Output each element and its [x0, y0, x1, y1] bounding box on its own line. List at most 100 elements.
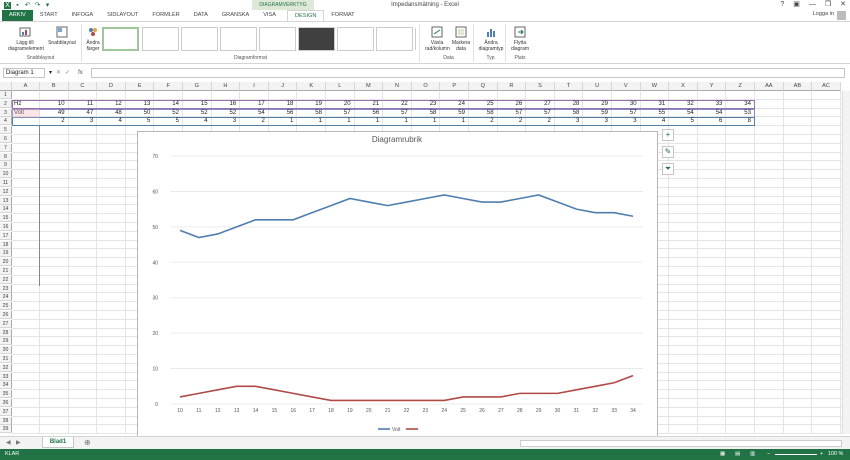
- row-header[interactable]: 17: [0, 231, 12, 240]
- cell-row4[interactable]: 1: [404, 118, 408, 125]
- add-chart-element-button[interactable]: Lägg till diagramelement: [8, 26, 44, 52]
- row-header[interactable]: 16: [0, 223, 12, 231]
- column-header[interactable]: A: [12, 82, 40, 91]
- cell-hz[interactable]: 13: [143, 100, 151, 107]
- avatar[interactable]: [837, 11, 846, 20]
- redo-icon[interactable]: ↷: [34, 1, 41, 9]
- cell-volt[interactable]: 54: [715, 109, 723, 116]
- page-break-view-icon[interactable]: ▥: [750, 451, 756, 457]
- row-header[interactable]: 22: [0, 275, 12, 284]
- column-header[interactable]: S: [526, 82, 555, 91]
- row-header[interactable]: 31: [0, 355, 12, 363]
- column-header[interactable]: C: [68, 82, 98, 91]
- chart-styles-button[interactable]: ✎: [662, 146, 674, 158]
- row-header[interactable]: 39: [0, 425, 12, 434]
- cell-hz[interactable]: 18: [286, 100, 294, 107]
- cell-volt[interactable]: 48: [115, 109, 122, 116]
- column-header[interactable]: AC: [812, 82, 841, 91]
- row-header[interactable]: 26: [0, 311, 12, 319]
- move-chart-button[interactable]: Flytta diagram: [508, 26, 532, 52]
- row-header[interactable]: 30: [0, 346, 12, 355]
- cell-hz[interactable]: 12: [115, 100, 122, 107]
- cell-row4[interactable]: 1: [433, 118, 437, 125]
- window-control-2[interactable]: —: [808, 1, 816, 8]
- row-header[interactable]: 38: [0, 416, 12, 425]
- cell-hz[interactable]: 33: [715, 100, 723, 107]
- cell-hz[interactable]: 16: [229, 100, 237, 107]
- column-header[interactable]: Q: [469, 82, 498, 91]
- cell-hz[interactable]: 24: [458, 100, 465, 107]
- row-header[interactable]: 28: [0, 328, 12, 337]
- row-header[interactable]: 2: [0, 99, 12, 108]
- tab-sidlayout[interactable]: SIDLAYOUT: [107, 12, 139, 18]
- row-header[interactable]: 15: [0, 214, 12, 223]
- cell-row4[interactable]: 4: [204, 118, 208, 125]
- select-all-corner[interactable]: [0, 82, 12, 91]
- name-box[interactable]: Diagram 1: [3, 67, 45, 78]
- cell-volt[interactable]: 57: [544, 109, 551, 116]
- next-sheet-icon[interactable]: ▶: [16, 440, 21, 446]
- cell-volt[interactable]: 56: [286, 109, 294, 116]
- row-header[interactable]: 4: [0, 117, 12, 126]
- zoom-out-icon[interactable]: −: [767, 451, 771, 457]
- cell-hz[interactable]: 20: [343, 100, 351, 107]
- column-header[interactable]: B: [40, 82, 69, 91]
- row-header[interactable]: 29: [0, 337, 12, 346]
- cell-volt[interactable]: 58: [572, 109, 580, 116]
- cell-hz[interactable]: 14: [172, 100, 179, 107]
- cell-hz[interactable]: 30: [629, 100, 637, 107]
- column-header[interactable]: U: [583, 82, 612, 91]
- row-header[interactable]: 32: [0, 363, 12, 372]
- cell-volt[interactable]: 57: [343, 109, 351, 116]
- cell-volt[interactable]: 57: [515, 109, 523, 116]
- tab-infoga[interactable]: INFOGA: [71, 12, 94, 18]
- cell-hz[interactable]: 23: [429, 100, 437, 107]
- cell-row4[interactable]: 4: [661, 118, 666, 125]
- row-header[interactable]: 6: [0, 135, 12, 143]
- cell-row4[interactable]: 1: [290, 118, 294, 125]
- tab-formler[interactable]: FORMLER: [152, 12, 180, 18]
- cell-hz[interactable]: 27: [544, 100, 551, 107]
- cell-volt[interactable]: 50: [143, 109, 151, 116]
- cell-hz[interactable]: 31: [658, 100, 666, 107]
- chart-style-3[interactable]: [181, 27, 218, 51]
- chart-style-6[interactable]: [298, 27, 335, 51]
- row-header[interactable]: 19: [0, 249, 12, 258]
- row-header[interactable]: 9: [0, 161, 12, 170]
- column-header[interactable]: W: [640, 82, 670, 91]
- formula-input[interactable]: [90, 67, 845, 78]
- row-header[interactable]: 3: [0, 108, 12, 117]
- cell-hz[interactable]: 19: [315, 100, 322, 107]
- window-control-3[interactable]: ❐: [824, 1, 832, 8]
- cell-volt[interactable]: 56: [372, 109, 380, 116]
- cell-volt[interactable]: 59: [458, 109, 465, 116]
- cell-row4[interactable]: 1: [347, 118, 351, 125]
- normal-view-icon[interactable]: ▦: [720, 451, 726, 457]
- function-icon[interactable]: fx: [78, 69, 83, 76]
- cell-volt[interactable]: 52: [200, 109, 208, 116]
- chart-style-8[interactable]: [376, 27, 413, 51]
- cell-row4[interactable]: 4: [118, 118, 122, 125]
- cell-row4[interactable]: 5: [175, 118, 179, 125]
- vertical-scrollbar[interactable]: [842, 91, 850, 434]
- tab-arkiv[interactable]: ARKIV: [2, 10, 33, 21]
- column-header[interactable]: X: [669, 82, 698, 91]
- row-header[interactable]: 33: [0, 372, 12, 381]
- cell-hz[interactable]: 25: [486, 100, 494, 107]
- row-header[interactable]: 20: [0, 258, 12, 267]
- column-header[interactable]: P: [440, 82, 469, 91]
- cell-row4[interactable]: 1: [318, 118, 322, 125]
- column-header[interactable]: D: [97, 82, 126, 91]
- row-header[interactable]: 14: [0, 205, 12, 214]
- column-header[interactable]: J: [268, 82, 298, 91]
- cell-hz[interactable]: 29: [601, 100, 608, 107]
- cell-row4[interactable]: 6: [719, 118, 723, 125]
- row-header[interactable]: 36: [0, 399, 12, 407]
- new-sheet-icon[interactable]: ⊕: [84, 438, 91, 447]
- row-header[interactable]: 35: [0, 390, 12, 399]
- cancel-icon[interactable]: ✕: [56, 70, 62, 76]
- chart-elements-button[interactable]: +: [662, 129, 674, 141]
- name-box-dropdown-icon[interactable]: ▾: [49, 70, 53, 76]
- tab-start[interactable]: START: [39, 12, 58, 18]
- horizontal-scrollbar[interactable]: [520, 440, 842, 447]
